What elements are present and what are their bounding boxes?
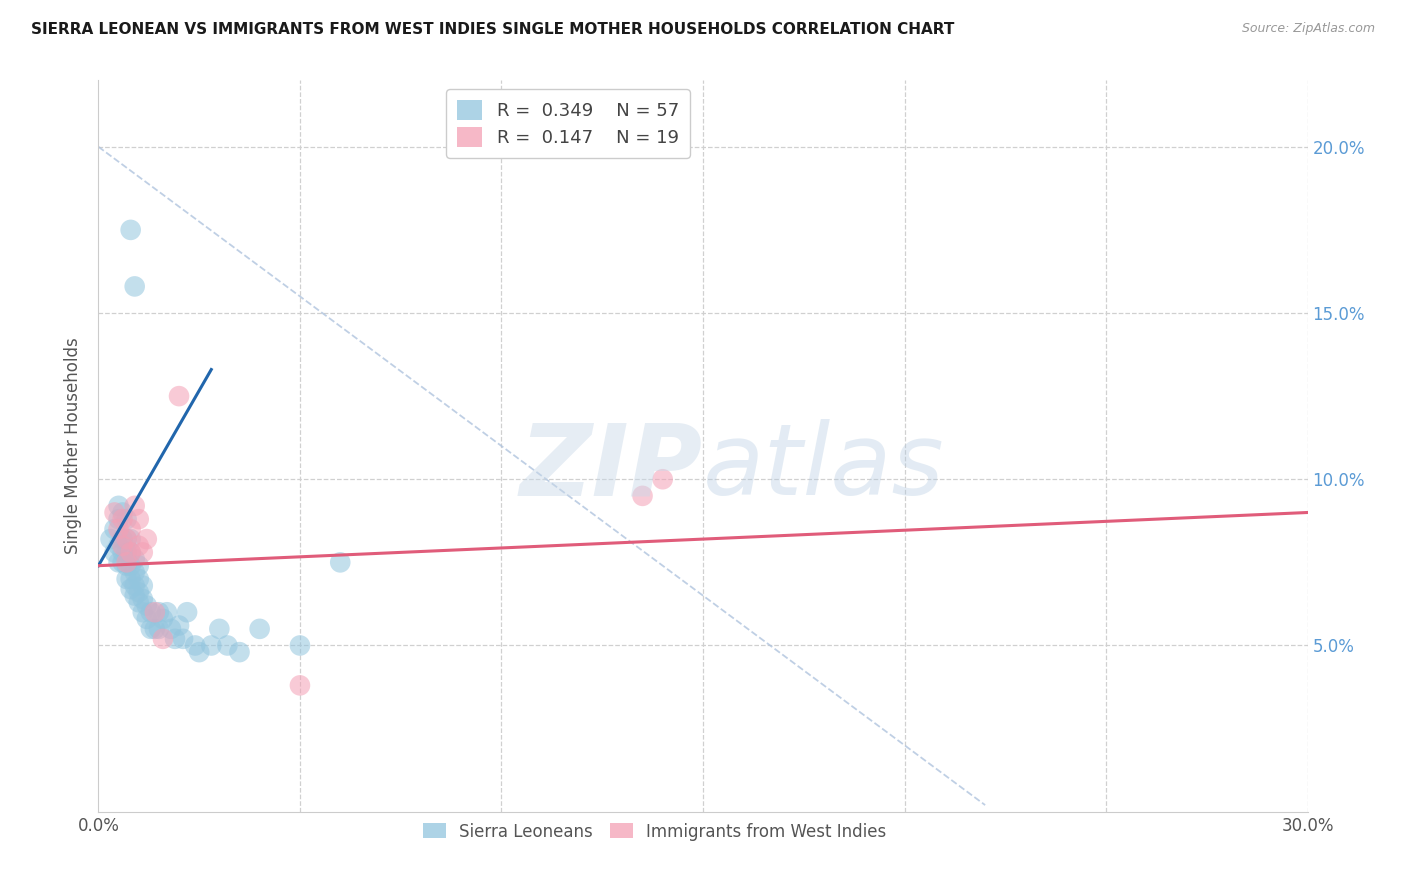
Point bbox=[120, 532, 142, 546]
Point bbox=[128, 558, 150, 573]
Point bbox=[135, 612, 157, 626]
Point bbox=[115, 545, 138, 559]
Point bbox=[103, 545, 125, 559]
Point bbox=[132, 605, 155, 619]
Point bbox=[103, 522, 125, 536]
Point bbox=[172, 632, 194, 646]
Point bbox=[184, 639, 207, 653]
Point bbox=[111, 539, 134, 553]
Point bbox=[288, 678, 311, 692]
Point bbox=[135, 532, 157, 546]
Point bbox=[120, 558, 142, 573]
Point bbox=[329, 555, 352, 569]
Point bbox=[139, 605, 162, 619]
Point bbox=[115, 558, 138, 573]
Point bbox=[128, 595, 150, 609]
Point bbox=[124, 279, 146, 293]
Point bbox=[115, 572, 138, 586]
Point bbox=[115, 532, 138, 546]
Point bbox=[152, 632, 174, 646]
Point bbox=[163, 632, 186, 646]
Point bbox=[124, 552, 146, 566]
Point bbox=[200, 639, 222, 653]
Point bbox=[107, 522, 129, 536]
Point bbox=[156, 605, 179, 619]
Legend: Sierra Leoneans, Immigrants from West Indies: Sierra Leoneans, Immigrants from West In… bbox=[416, 816, 893, 847]
Point bbox=[107, 555, 129, 569]
Point bbox=[128, 572, 150, 586]
Point bbox=[120, 545, 142, 559]
Point bbox=[288, 639, 311, 653]
Point bbox=[148, 605, 170, 619]
Point bbox=[111, 555, 134, 569]
Point bbox=[120, 582, 142, 596]
Point bbox=[128, 539, 150, 553]
Point bbox=[111, 545, 134, 559]
Point bbox=[132, 591, 155, 606]
Point bbox=[188, 645, 211, 659]
Point bbox=[100, 532, 122, 546]
Point bbox=[176, 605, 198, 619]
Point bbox=[128, 585, 150, 599]
Point bbox=[160, 622, 183, 636]
Point bbox=[120, 545, 142, 559]
Point bbox=[651, 472, 673, 486]
Point bbox=[111, 512, 134, 526]
Point bbox=[143, 605, 166, 619]
Point bbox=[249, 622, 271, 636]
Point bbox=[128, 512, 150, 526]
Point bbox=[103, 506, 125, 520]
Point bbox=[132, 579, 155, 593]
Point bbox=[120, 522, 142, 536]
Point bbox=[148, 622, 170, 636]
Point bbox=[228, 645, 250, 659]
Text: atlas: atlas bbox=[703, 419, 945, 516]
Point bbox=[111, 532, 134, 546]
Point bbox=[107, 539, 129, 553]
Point bbox=[631, 489, 654, 503]
Point bbox=[107, 499, 129, 513]
Point bbox=[124, 589, 146, 603]
Point bbox=[167, 618, 190, 632]
Point bbox=[139, 622, 162, 636]
Point bbox=[217, 639, 239, 653]
Point bbox=[135, 599, 157, 613]
Text: ZIP: ZIP bbox=[520, 419, 703, 516]
Point bbox=[115, 555, 138, 569]
Y-axis label: Single Mother Households: Single Mother Households bbox=[65, 338, 83, 554]
Point bbox=[107, 512, 129, 526]
Point bbox=[152, 612, 174, 626]
Point bbox=[167, 389, 190, 403]
Point bbox=[115, 532, 138, 546]
Point bbox=[124, 499, 146, 513]
Point bbox=[132, 545, 155, 559]
Point bbox=[111, 506, 134, 520]
Text: SIERRA LEONEAN VS IMMIGRANTS FROM WEST INDIES SINGLE MOTHER HOUSEHOLDS CORRELATI: SIERRA LEONEAN VS IMMIGRANTS FROM WEST I… bbox=[31, 22, 955, 37]
Point bbox=[124, 579, 146, 593]
Point bbox=[115, 512, 138, 526]
Point bbox=[120, 572, 142, 586]
Point bbox=[143, 622, 166, 636]
Text: Source: ZipAtlas.com: Source: ZipAtlas.com bbox=[1241, 22, 1375, 36]
Point bbox=[120, 223, 142, 237]
Point bbox=[124, 566, 146, 580]
Point bbox=[208, 622, 231, 636]
